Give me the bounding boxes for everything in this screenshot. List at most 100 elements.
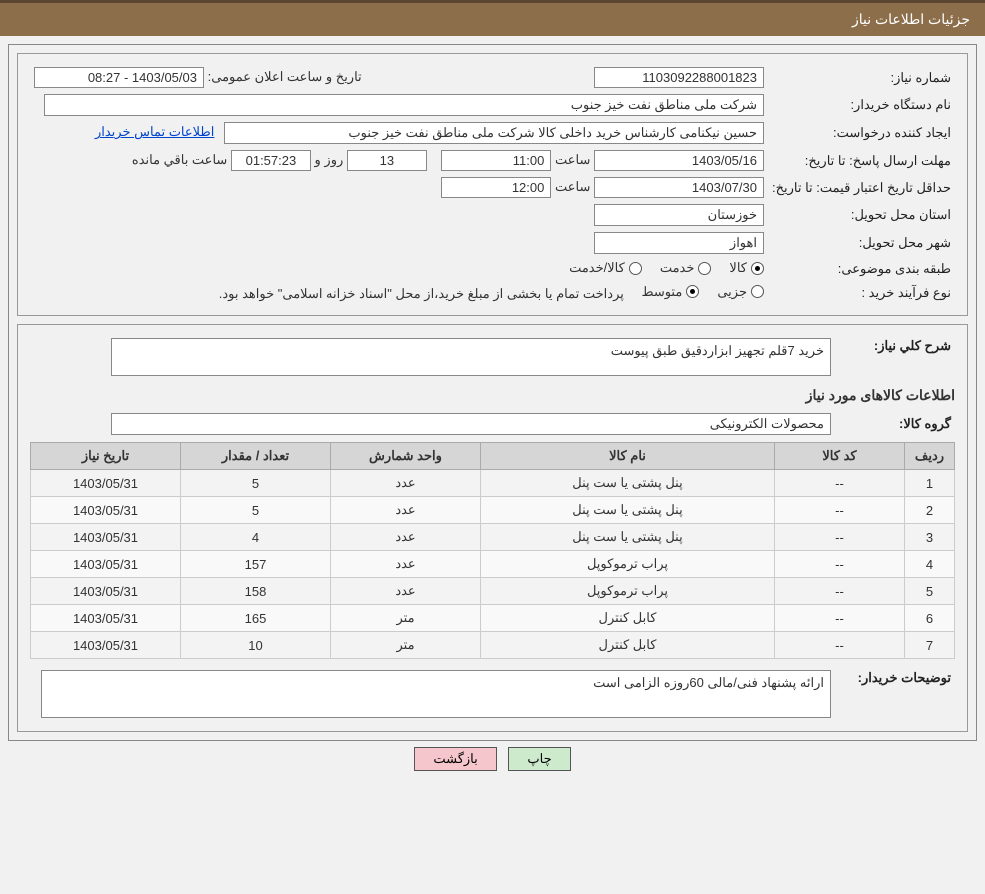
cell-date: 1403/05/31	[31, 605, 181, 632]
cell-unit: عدد	[331, 551, 481, 578]
cell-code: --	[775, 470, 905, 497]
deadline-label: مهلت ارسال پاسخ: تا تاریخ:	[768, 147, 955, 174]
requester-label: ایجاد کننده درخواست:	[768, 119, 955, 147]
table-header-row: ردیف کد کالا نام کالا واحد شمارش تعداد /…	[31, 443, 955, 470]
radio-checked-icon	[751, 262, 764, 275]
process-minor-label: جزیی	[717, 284, 747, 300]
cell-unit: عدد	[331, 578, 481, 605]
cell-name: کابل کنترل	[481, 632, 775, 659]
buyer-note-label: توضیحات خریدار:	[835, 667, 955, 721]
process-note: پرداخت تمام یا بخشی از مبلغ خرید،از محل …	[219, 286, 624, 301]
cell-code: --	[775, 551, 905, 578]
announce-value: 1403/05/03 - 08:27	[34, 67, 204, 88]
cell-qty: 157	[181, 551, 331, 578]
need-no-value: 1103092288001823	[594, 67, 764, 88]
col-code: کد کالا	[775, 443, 905, 470]
deadline-date: 1403/05/16	[594, 150, 764, 171]
table-row: 5--پراب ترموکوپلعدد1581403/05/31	[31, 578, 955, 605]
cell-date: 1403/05/31	[31, 551, 181, 578]
class-both-label: کالا/خدمت	[569, 260, 625, 276]
cell-qty: 10	[181, 632, 331, 659]
radio-checked-icon	[686, 285, 699, 298]
process-medium-label: متوسط	[641, 284, 682, 300]
page-header: جزئیات اطلاعات نیاز	[0, 0, 985, 36]
group-value: محصولات الکترونیکی	[111, 413, 831, 435]
cell-idx: 5	[905, 578, 955, 605]
cell-name: کابل کنترل	[481, 605, 775, 632]
radio-icon	[698, 262, 711, 275]
buyer-note-text: ارائه پشنهاد فنی/مالی 60روزه الزامی است	[41, 670, 831, 718]
process-minor-radio[interactable]: جزیی	[717, 284, 764, 300]
cell-qty: 158	[181, 578, 331, 605]
days-remaining: 13	[347, 150, 427, 171]
back-button[interactable]: بازگشت	[414, 747, 496, 771]
print-button[interactable]: چاپ	[508, 747, 570, 771]
hour-label-1: ساعت	[555, 152, 590, 167]
cell-name: پراب ترموکوپل	[481, 578, 775, 605]
cell-code: --	[775, 605, 905, 632]
cell-date: 1403/05/31	[31, 524, 181, 551]
table-row: 7--کابل کنترلمتر101403/05/31	[31, 632, 955, 659]
hour-label-2: ساعت	[555, 179, 590, 194]
cell-idx: 6	[905, 605, 955, 632]
table-row: 1--پنل پشتی یا ست پنلعدد51403/05/31	[31, 470, 955, 497]
group-label: گروه کالا:	[835, 410, 955, 438]
remaining-text: ساعت باقي مانده	[132, 152, 227, 167]
buyer-org-label: نام دستگاه خریدار:	[768, 91, 955, 119]
buyer-org-value: شرکت ملی مناطق نفت خیز جنوب	[44, 94, 764, 116]
cell-qty: 165	[181, 605, 331, 632]
class-goods-label: کالا	[729, 260, 747, 276]
col-date: تاریخ نیاز	[31, 443, 181, 470]
countdown-timer: 01:57:23	[231, 150, 311, 171]
cell-unit: متر	[331, 605, 481, 632]
info-panel: شماره نیاز: 1103092288001823 تاریخ و ساع…	[17, 53, 968, 316]
cell-unit: عدد	[331, 497, 481, 524]
cell-unit: عدد	[331, 470, 481, 497]
cell-code: --	[775, 632, 905, 659]
cell-idx: 7	[905, 632, 955, 659]
contact-link[interactable]: اطلاعات تماس خریدار	[95, 124, 220, 139]
cell-name: پنل پشتی یا ست پنل	[481, 524, 775, 551]
col-qty: تعداد / مقدار	[181, 443, 331, 470]
class-both-radio[interactable]: کالا/خدمت	[569, 260, 642, 276]
details-panel: شرح کلي نیاز: خرید 7قلم تجهیز ابزاردقیق …	[17, 324, 968, 732]
cell-qty: 5	[181, 470, 331, 497]
announce-label: تاریخ و ساعت اعلان عمومی:	[208, 69, 362, 84]
radio-icon	[629, 262, 642, 275]
col-idx: ردیف	[905, 443, 955, 470]
process-label: نوع فرآیند خرید :	[768, 281, 955, 306]
table-row: 3--پنل پشتی یا ست پنلعدد41403/05/31	[31, 524, 955, 551]
col-unit: واحد شمارش	[331, 443, 481, 470]
class-service-radio[interactable]: خدمت	[660, 260, 712, 276]
cell-date: 1403/05/31	[31, 470, 181, 497]
province-label: استان محل تحویل:	[768, 201, 955, 229]
table-row: 2--پنل پشتی یا ست پنلعدد51403/05/31	[31, 497, 955, 524]
overall-label: شرح کلي نیاز:	[835, 335, 955, 379]
table-row: 6--کابل کنترلمتر1651403/05/31	[31, 605, 955, 632]
validity-date: 1403/07/30	[594, 177, 764, 198]
city-label: شهر محل تحویل:	[768, 229, 955, 257]
radio-icon	[751, 285, 764, 298]
requester-value: حسین نیکنامی کارشناس خرید داخلی کالا شرک…	[224, 122, 764, 144]
days-text: روز و	[315, 152, 344, 167]
table-row: 4--پراب ترموکوپلعدد1571403/05/31	[31, 551, 955, 578]
cell-name: پنل پشتی یا ست پنل	[481, 470, 775, 497]
city-value: اهواز	[594, 232, 764, 254]
cell-code: --	[775, 578, 905, 605]
cell-name: پراب ترموکوپل	[481, 551, 775, 578]
cell-idx: 2	[905, 497, 955, 524]
class-goods-radio[interactable]: کالا	[729, 260, 764, 276]
deadline-time: 11:00	[441, 150, 551, 171]
page-title: جزئیات اطلاعات نیاز	[852, 11, 970, 27]
class-radio-group: کالا خدمت کالا/خدمت	[569, 260, 764, 276]
process-radio-group: جزیی متوسط	[641, 284, 764, 300]
province-value: خوزستان	[594, 204, 764, 226]
cell-idx: 4	[905, 551, 955, 578]
process-medium-radio[interactable]: متوسط	[641, 284, 699, 300]
cell-unit: عدد	[331, 524, 481, 551]
items-section-title: اطلاعات کالاهای مورد نیاز	[30, 387, 955, 404]
cell-idx: 1	[905, 470, 955, 497]
items-table: ردیف کد کالا نام کالا واحد شمارش تعداد /…	[30, 442, 955, 659]
cell-qty: 5	[181, 497, 331, 524]
button-bar: چاپ بازگشت	[0, 741, 985, 781]
